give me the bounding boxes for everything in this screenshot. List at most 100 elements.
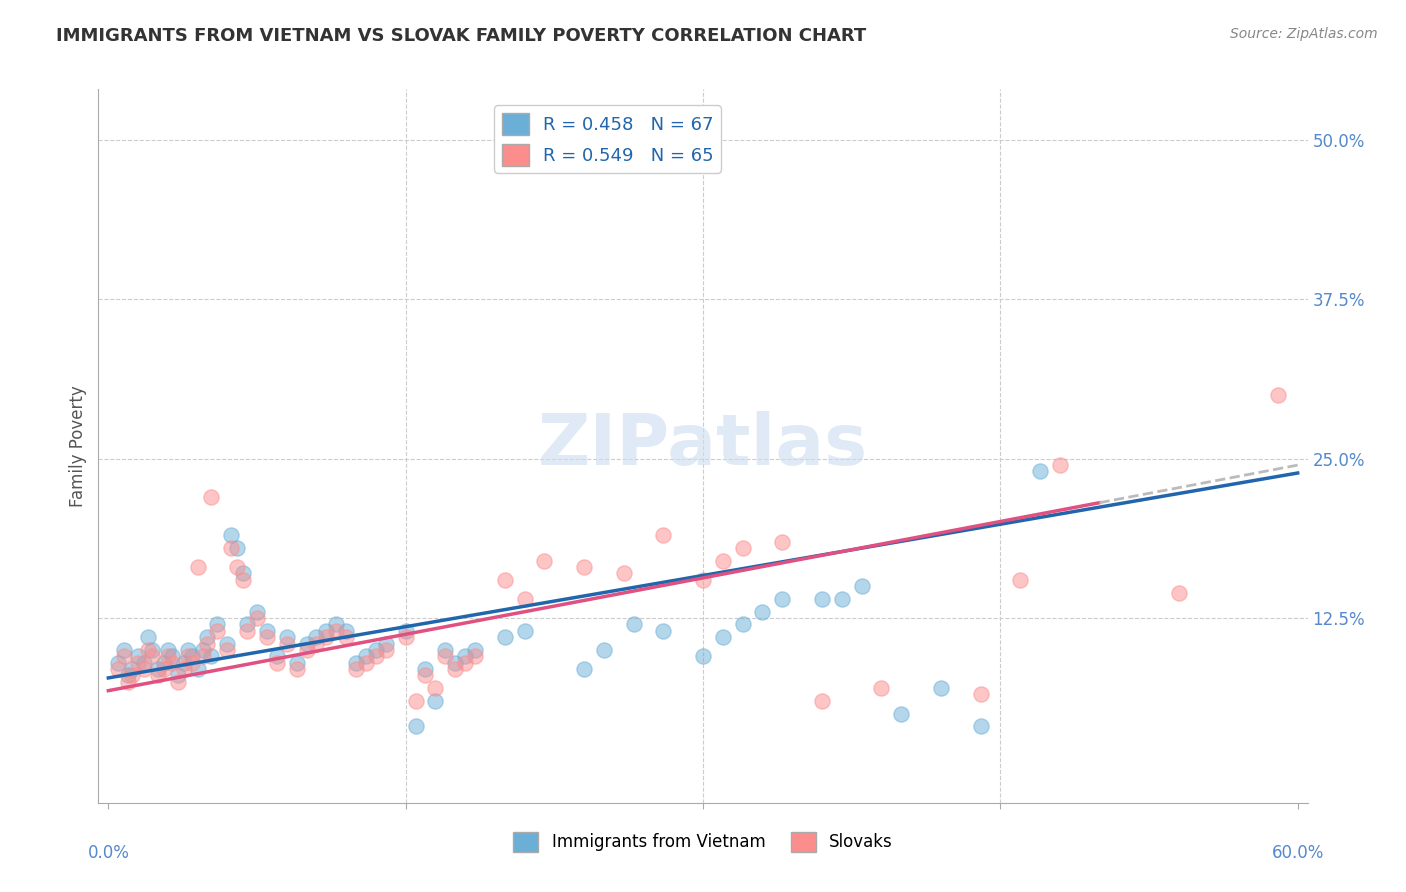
Point bbox=[811, 591, 834, 606]
Point bbox=[173, 656, 195, 670]
Point bbox=[652, 528, 675, 542]
Point bbox=[851, 579, 873, 593]
Point bbox=[117, 674, 139, 689]
Point bbox=[121, 668, 143, 682]
Point bbox=[374, 636, 396, 650]
Point bbox=[870, 681, 893, 695]
Point bbox=[513, 591, 536, 606]
Point bbox=[513, 624, 536, 638]
Point bbox=[127, 656, 149, 670]
Point bbox=[112, 643, 135, 657]
Point bbox=[156, 643, 179, 657]
Point bbox=[1167, 585, 1189, 599]
Point bbox=[652, 624, 675, 638]
Point bbox=[146, 668, 169, 682]
Text: IMMIGRANTS FROM VIETNAM VS SLOVAK FAMILY POVERTY CORRELATION CHART: IMMIGRANTS FROM VIETNAM VS SLOVAK FAMILY… bbox=[56, 27, 866, 45]
Point bbox=[176, 649, 198, 664]
Point bbox=[425, 681, 447, 695]
Point bbox=[153, 662, 176, 676]
Point bbox=[166, 668, 188, 682]
Point bbox=[107, 656, 129, 670]
Point bbox=[232, 566, 254, 581]
Point bbox=[405, 719, 427, 733]
Point bbox=[613, 566, 636, 581]
Point bbox=[770, 534, 793, 549]
Point bbox=[415, 668, 437, 682]
Point bbox=[217, 643, 239, 657]
Point bbox=[217, 636, 239, 650]
Point bbox=[136, 630, 159, 644]
Point bbox=[266, 656, 288, 670]
Point bbox=[770, 591, 793, 606]
Point bbox=[831, 591, 853, 606]
Text: 60.0%: 60.0% bbox=[1271, 844, 1324, 862]
Point bbox=[434, 643, 457, 657]
Point bbox=[692, 573, 714, 587]
Point bbox=[127, 649, 149, 664]
Point bbox=[711, 630, 734, 644]
Point bbox=[444, 662, 467, 676]
Point bbox=[107, 662, 129, 676]
Point bbox=[405, 694, 427, 708]
Point bbox=[295, 636, 318, 650]
Point bbox=[929, 681, 952, 695]
Point bbox=[117, 668, 139, 682]
Point bbox=[186, 662, 208, 676]
Point bbox=[285, 656, 308, 670]
Point bbox=[193, 643, 215, 657]
Point bbox=[395, 624, 418, 638]
Point bbox=[180, 656, 202, 670]
Point bbox=[207, 624, 229, 638]
Point bbox=[156, 649, 179, 664]
Point bbox=[295, 643, 318, 657]
Point bbox=[232, 573, 254, 587]
Point bbox=[335, 624, 357, 638]
Point bbox=[325, 624, 347, 638]
Point bbox=[186, 560, 208, 574]
Text: ZIPatlas: ZIPatlas bbox=[538, 411, 868, 481]
Point bbox=[494, 630, 516, 644]
Point bbox=[711, 554, 734, 568]
Point bbox=[121, 662, 143, 676]
Point bbox=[593, 643, 616, 657]
Point bbox=[533, 554, 555, 568]
Point bbox=[335, 630, 357, 644]
Point bbox=[266, 649, 288, 664]
Point bbox=[454, 649, 477, 664]
Point bbox=[454, 656, 477, 670]
Point bbox=[153, 656, 176, 670]
Point bbox=[132, 662, 155, 676]
Point bbox=[890, 706, 912, 721]
Point bbox=[1049, 458, 1071, 472]
Point bbox=[464, 643, 486, 657]
Point bbox=[494, 573, 516, 587]
Point bbox=[623, 617, 645, 632]
Point bbox=[354, 656, 377, 670]
Point bbox=[1029, 465, 1052, 479]
Point bbox=[344, 662, 367, 676]
Point bbox=[305, 636, 328, 650]
Point bbox=[141, 649, 163, 664]
Y-axis label: Family Poverty: Family Poverty bbox=[69, 385, 87, 507]
Point bbox=[176, 643, 198, 657]
Point bbox=[197, 636, 219, 650]
Point bbox=[256, 624, 278, 638]
Point bbox=[572, 662, 595, 676]
Point bbox=[325, 617, 347, 632]
Point bbox=[444, 656, 467, 670]
Point bbox=[136, 643, 159, 657]
Point bbox=[112, 649, 135, 664]
Point bbox=[464, 649, 486, 664]
Point bbox=[572, 560, 595, 574]
Text: Source: ZipAtlas.com: Source: ZipAtlas.com bbox=[1230, 27, 1378, 41]
Point bbox=[160, 649, 183, 664]
Point bbox=[256, 630, 278, 644]
Point bbox=[132, 656, 155, 670]
Point bbox=[692, 649, 714, 664]
Text: 0.0%: 0.0% bbox=[87, 844, 129, 862]
Point bbox=[425, 694, 447, 708]
Point bbox=[173, 662, 195, 676]
Point bbox=[315, 624, 337, 638]
Point bbox=[197, 630, 219, 644]
Point bbox=[146, 662, 169, 676]
